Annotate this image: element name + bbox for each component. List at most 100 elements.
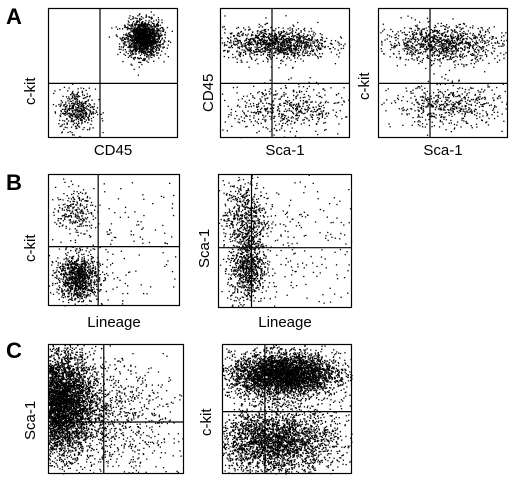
scatter-point (78, 119, 80, 121)
scatter-point (402, 106, 404, 109)
scatter-point (407, 44, 410, 46)
scatter-point (402, 110, 404, 112)
scatter-point (148, 31, 150, 33)
scatter-point (440, 41, 442, 43)
scatter-point (140, 31, 142, 34)
scatter-point (501, 36, 503, 38)
scatter-point (456, 91, 458, 93)
scatter-point (502, 83, 504, 85)
scatter-point (142, 48, 144, 50)
scatter-point (154, 50, 157, 52)
scatter-point (66, 104, 68, 106)
scatter-point (67, 98, 69, 100)
scatter-point (137, 33, 139, 35)
scatter-point (289, 50, 291, 52)
scatter-point (287, 28, 289, 30)
scatter-point (274, 37, 276, 39)
scatter-point (483, 40, 485, 42)
scatter-point (426, 46, 428, 48)
scatter-point (267, 44, 269, 46)
scatter-point (265, 48, 267, 50)
scatter-point (151, 47, 153, 49)
scatter-point (434, 101, 436, 103)
scatter-point (470, 103, 472, 106)
scatter-point (154, 25, 156, 28)
scatter-point (118, 43, 121, 45)
scatter-point (290, 45, 292, 47)
scatter-point (72, 124, 74, 126)
scatter-point (311, 45, 313, 47)
scatter-point (448, 122, 450, 124)
scatter-point (262, 40, 264, 42)
scatter-point (342, 47, 345, 49)
scatter-point (457, 48, 459, 51)
scatter-point (434, 30, 436, 32)
scatter-point (295, 113, 298, 116)
scatter-point (283, 30, 285, 32)
scatter-point (88, 87, 90, 89)
scatter-point (140, 29, 143, 32)
scatter-point (450, 119, 452, 122)
scatter-point (311, 114, 313, 116)
scatter-point (263, 39, 266, 41)
scatter-point (287, 48, 289, 50)
scatter-point (398, 50, 400, 53)
scatter-point (74, 101, 77, 103)
plot-a2-svg (219, 7, 351, 139)
scatter-point (242, 120, 244, 122)
scatter-point (444, 50, 446, 52)
scatter-point (280, 48, 282, 50)
scatter-point (487, 86, 489, 88)
scatter-point (262, 29, 264, 32)
scatter-point (492, 37, 494, 39)
scatter-point (455, 44, 457, 46)
scatter-point (436, 39, 439, 41)
scatter-point (501, 113, 503, 115)
scatter-point (259, 98, 261, 100)
scatter-point (72, 104, 75, 107)
scatter-point (406, 41, 408, 43)
scatter-point (270, 40, 272, 42)
scatter-point (239, 41, 241, 43)
scatter-point (419, 52, 421, 55)
scatter-point (139, 47, 141, 49)
scatter-point (332, 109, 334, 111)
scatter-point (289, 44, 291, 47)
scatter-point (450, 53, 452, 55)
scatter-point (470, 125, 472, 127)
scatter-point (452, 110, 454, 112)
scatter-point (151, 49, 153, 51)
scatter-point (78, 95, 80, 97)
scatter-point (290, 105, 292, 107)
scatter-point (471, 38, 473, 41)
scatter-point (468, 111, 471, 113)
scatter-point (75, 103, 77, 105)
scatter-point (481, 39, 483, 41)
scatter-point (158, 29, 160, 31)
scatter-point (63, 105, 65, 107)
scatter-point (476, 126, 478, 128)
scatter-point (456, 101, 458, 104)
scatter-point (304, 30, 306, 32)
scatter-point (149, 30, 152, 33)
scatter-point (298, 110, 300, 112)
scatter-point (451, 107, 453, 109)
scatter-point (283, 105, 285, 107)
scatter-point (461, 63, 463, 65)
scatter-point (283, 102, 286, 104)
scatter-point (154, 39, 156, 41)
scatter-point (408, 49, 410, 51)
scatter-point (490, 52, 493, 54)
scatter-point (269, 107, 272, 110)
scatter-point (227, 105, 229, 107)
scatter-point (82, 113, 84, 115)
scatter-point (65, 108, 67, 111)
scatter-point (449, 108, 452, 110)
scatter-point (284, 39, 286, 41)
scatter-point (251, 34, 253, 36)
scatter-point (155, 23, 158, 26)
scatter-point (304, 45, 306, 47)
scatter-point (419, 107, 421, 109)
scatter-point (414, 54, 416, 56)
scatter-point (303, 93, 305, 96)
